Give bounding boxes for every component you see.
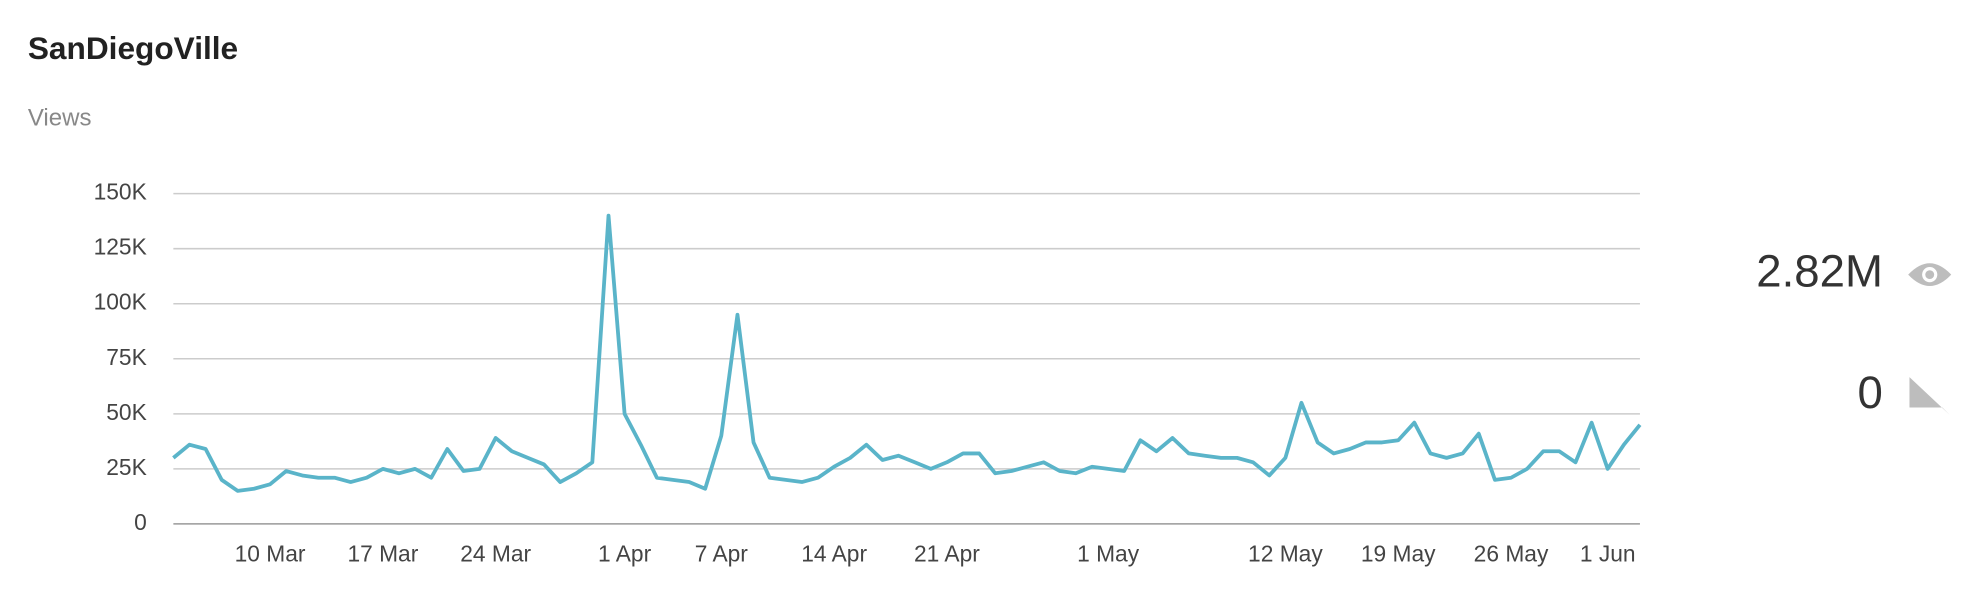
x-tick-label: 1 Jun (1580, 541, 1636, 567)
y-tick-label: 50K (106, 399, 147, 425)
y-tick-label: 125K (94, 234, 147, 260)
chart-subtitle: Views (28, 104, 92, 131)
comment-icon (1909, 377, 1950, 416)
y-tick-label: 75K (106, 344, 147, 370)
x-tick-label: 14 Apr (801, 541, 867, 567)
y-tick-label: 100K (94, 289, 147, 315)
x-tick-label: 24 Mar (460, 541, 531, 567)
x-tick-label: 21 Apr (914, 541, 980, 567)
x-tick-label: 26 May (1474, 541, 1549, 567)
y-tick-label: 150K (94, 179, 147, 205)
chart-title: SanDiegoVille (28, 30, 238, 66)
x-tick-label: 1 Apr (598, 541, 652, 567)
views-total: 2.82M (1756, 246, 1883, 297)
x-tick-label: 7 Apr (695, 541, 749, 567)
x-tick-label: 10 Mar (235, 541, 306, 567)
x-tick-label: 1 May (1077, 541, 1140, 567)
x-tick-label: 12 May (1248, 541, 1323, 567)
x-tick-label: 19 May (1361, 541, 1436, 567)
eye-icon (1908, 263, 1952, 287)
y-tick-label: 25K (106, 454, 147, 480)
y-tick-label: 0 (134, 509, 147, 535)
line-series (172, 213, 1642, 493)
comments-total: 0 (1858, 367, 1883, 418)
x-tick-label: 17 Mar (347, 541, 418, 567)
